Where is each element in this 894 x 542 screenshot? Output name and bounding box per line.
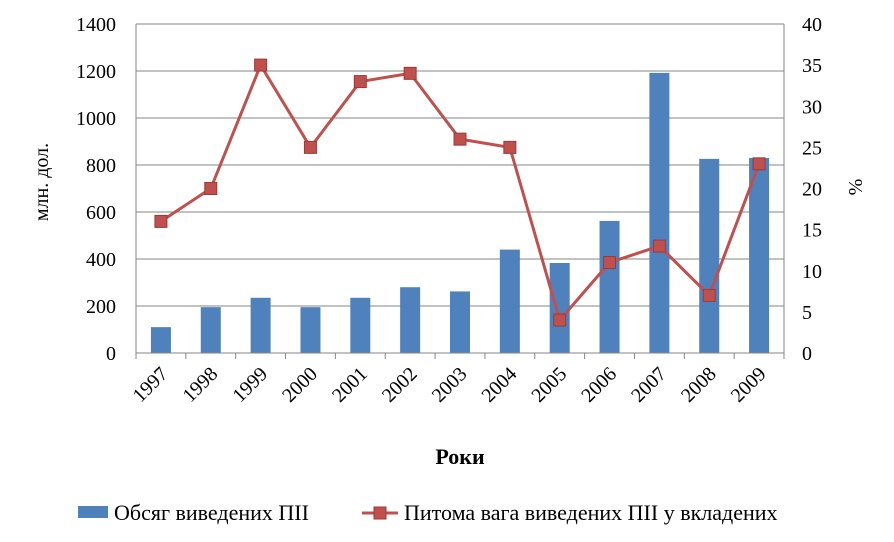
line-point-2007: [652, 239, 666, 253]
y-tick-label: 800: [86, 155, 116, 177]
line-point-1999: [254, 58, 268, 72]
y-tick-label: 0: [106, 343, 116, 365]
y2-tick-label: 10: [802, 261, 822, 283]
bar-1997: [150, 327, 171, 353]
bar-2008: [699, 158, 720, 353]
y2-axis-label: %: [845, 179, 867, 196]
y2-tick-label: 20: [802, 179, 822, 201]
bar-2002: [400, 287, 421, 353]
bar-2006: [599, 220, 620, 353]
y2-tick-label: 25: [802, 137, 822, 159]
x-tick-label: 2003: [428, 363, 472, 407]
x-tick-label: 1998: [178, 363, 222, 407]
x-tick-label: 2008: [677, 363, 721, 407]
line-point-2009: [752, 157, 766, 171]
legend-marker-line: [373, 506, 387, 520]
line-point-2005: [553, 313, 567, 327]
line-point-2002: [403, 66, 417, 80]
legend-label-line: Питома вага виведених ПІІ у вкладених: [404, 500, 778, 525]
bar-2003: [450, 291, 470, 353]
legend: Обсяг виведених ПІІ Питома вага виведени…: [78, 500, 778, 525]
y2-tick-label: 30: [802, 96, 822, 118]
bar-series: [150, 72, 770, 353]
x-tick-label: 2004: [478, 363, 522, 407]
right-axis-ticks: 0 5 10 15 20 25 30 35 40: [802, 14, 822, 365]
y-tick-label: 600: [86, 202, 116, 224]
line-point-2000: [303, 140, 317, 154]
line-point-1998: [204, 182, 218, 195]
line-point-2004: [503, 140, 517, 154]
bar-2009: [749, 157, 770, 353]
y2-tick-label: 0: [802, 343, 812, 365]
y-axis-label: млн. дол.: [31, 143, 53, 221]
y2-tick-label: 40: [802, 14, 822, 36]
y2-tick-label: 5: [802, 302, 812, 324]
bar-2005: [549, 262, 570, 353]
y2-tick-label: 35: [802, 55, 822, 77]
axes: [135, 24, 785, 359]
line-point-1997: [154, 214, 168, 228]
bar-2000: [300, 307, 321, 353]
x-axis-ticks: 1997 1998 1999 2000 2001 2002 2003 2004 2005 2006…: [129, 363, 771, 407]
line-point-2003: [453, 132, 467, 146]
x-tick-label: 2000: [278, 363, 322, 407]
legend-swatch-bars: [78, 506, 108, 518]
bar-2007: [649, 72, 670, 353]
x-tick-label: 2002: [378, 363, 422, 407]
x-tick-label: 2009: [727, 363, 771, 407]
line-point-2006: [603, 256, 617, 270]
y-tick-label: 1000: [76, 108, 116, 130]
line-series: [154, 58, 766, 327]
x-tick-label: 2005: [527, 363, 571, 407]
line-point-2008: [702, 288, 716, 302]
line-point-2001: [353, 75, 367, 89]
left-axis-ticks: 0 200 400 600 800 1000 1200 1400: [76, 14, 116, 365]
bar-2004: [499, 249, 520, 353]
x-tick-label: 1999: [228, 363, 272, 407]
bar-1999: [250, 297, 271, 353]
x-tick-label: 2006: [577, 363, 621, 407]
bar-2001: [350, 297, 371, 353]
legend-label-bars: Обсяг виведених ПІІ: [114, 500, 309, 525]
bar-1998: [200, 307, 221, 353]
x-tick-label: 2001: [328, 363, 372, 407]
x-tick-label: 1997: [129, 363, 173, 407]
x-axis-label: Роки: [435, 444, 485, 469]
x-tick-label: 2007: [627, 363, 671, 407]
y2-tick-label: 15: [802, 220, 822, 242]
gridlines: [136, 23, 784, 354]
y-tick-label: 1200: [76, 61, 116, 83]
y-tick-label: 200: [86, 296, 116, 318]
y-tick-label: 400: [86, 249, 116, 271]
y-tick-label: 1400: [76, 14, 116, 36]
